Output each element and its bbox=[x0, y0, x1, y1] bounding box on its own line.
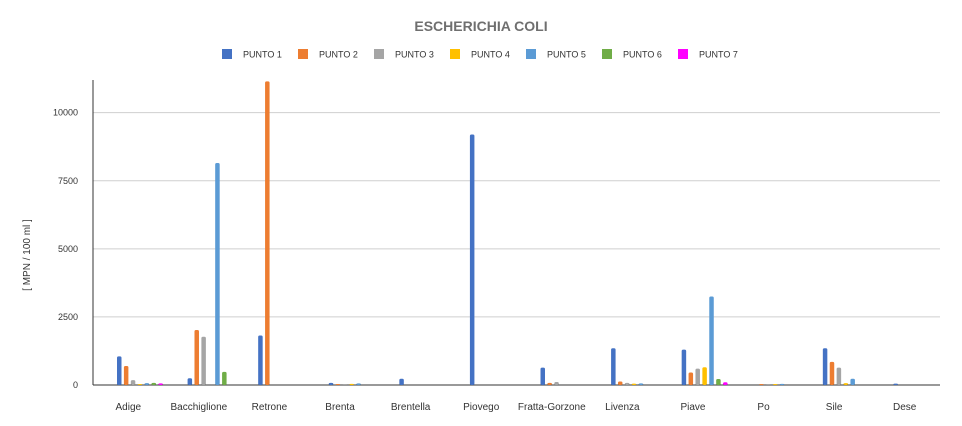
bar bbox=[187, 378, 193, 385]
bar bbox=[829, 361, 835, 385]
y-axis-ticks: 0 2500 5000 7500 10000 bbox=[53, 108, 78, 390]
bar bbox=[130, 380, 136, 385]
x-axis-labels: Adige Bacchiglione Retrone Brenta Brentella P… bbox=[116, 402, 917, 413]
bar bbox=[328, 382, 334, 385]
bar bbox=[688, 372, 694, 385]
y-tick-label: 5000 bbox=[58, 244, 78, 254]
bar bbox=[335, 384, 341, 385]
bar bbox=[151, 382, 156, 385]
bar bbox=[709, 296, 714, 385]
bar bbox=[117, 356, 122, 385]
bars bbox=[117, 81, 898, 386]
bar bbox=[469, 134, 475, 385]
x-tick-label: Po bbox=[757, 402, 770, 413]
bar bbox=[843, 383, 849, 385]
bar bbox=[611, 348, 616, 385]
gridlines bbox=[93, 112, 940, 318]
legend: PUNTO 1 PUNTO 2 PUNTO 3 PUNTO 4 PUNTO 5 PUNTO… bbox=[222, 49, 738, 60]
bar bbox=[695, 368, 700, 385]
bar bbox=[836, 367, 842, 385]
legend-label: PUNTO 6 bbox=[623, 50, 662, 60]
bar bbox=[759, 384, 764, 385]
y-tick-label: 7500 bbox=[58, 176, 78, 186]
bar bbox=[554, 382, 559, 385]
legend-swatch bbox=[374, 49, 384, 59]
x-tick-label: Dese bbox=[893, 402, 917, 413]
bar bbox=[342, 384, 348, 385]
bar bbox=[716, 379, 721, 385]
bar bbox=[631, 383, 637, 385]
y-tick-label: 2500 bbox=[58, 312, 78, 322]
legend-swatch bbox=[678, 49, 688, 59]
bar bbox=[399, 378, 404, 385]
bar bbox=[265, 81, 270, 386]
legend-label: PUNTO 2 bbox=[319, 50, 358, 60]
bar bbox=[540, 367, 545, 385]
legend-swatch bbox=[602, 49, 612, 59]
y-axis-label: [ MPN / 100 ml ] bbox=[22, 219, 33, 291]
chart-title: ESCHERICHIA COLI bbox=[414, 18, 547, 34]
legend-label: PUNTO 7 bbox=[699, 50, 738, 60]
bar bbox=[766, 384, 771, 385]
bar bbox=[137, 384, 143, 385]
bar bbox=[772, 384, 778, 385]
legend-swatch bbox=[450, 49, 460, 59]
bar bbox=[893, 383, 898, 385]
bar bbox=[222, 371, 227, 385]
legend-swatch bbox=[526, 49, 536, 59]
x-tick-label: Brentella bbox=[391, 402, 431, 413]
bar bbox=[638, 383, 644, 385]
x-tick-label: Bacchiglione bbox=[171, 402, 228, 413]
legend-label: PUNTO 4 bbox=[471, 50, 510, 60]
x-tick-label: Retrone bbox=[252, 402, 288, 413]
bar bbox=[681, 349, 687, 385]
legend-label: PUNTO 3 bbox=[395, 50, 434, 60]
legend-label: PUNTO 5 bbox=[547, 50, 586, 60]
legend-swatch bbox=[298, 49, 308, 59]
legend-label: PUNTO 1 bbox=[243, 50, 282, 60]
x-tick-label: Fratta-Gorzone bbox=[518, 402, 586, 413]
bar bbox=[144, 383, 150, 385]
x-tick-label: Piovego bbox=[463, 402, 500, 413]
y-tick-label: 10000 bbox=[53, 108, 78, 118]
legend-swatch bbox=[222, 49, 232, 59]
x-tick-label: Sile bbox=[826, 402, 843, 413]
bar bbox=[547, 382, 552, 385]
bar bbox=[723, 382, 728, 385]
bar bbox=[158, 383, 163, 385]
bar bbox=[617, 381, 623, 385]
bar bbox=[258, 335, 263, 385]
bar bbox=[194, 329, 199, 385]
x-tick-label: Piave bbox=[680, 402, 705, 413]
bar bbox=[123, 365, 129, 385]
bar bbox=[822, 348, 828, 385]
bar bbox=[702, 367, 707, 385]
bar bbox=[215, 163, 220, 385]
y-tick-label: 0 bbox=[73, 380, 78, 390]
x-tick-label: Adige bbox=[116, 402, 142, 413]
bar bbox=[201, 336, 206, 385]
bar bbox=[356, 383, 361, 385]
bar bbox=[779, 383, 785, 385]
x-tick-label: Brenta bbox=[325, 402, 355, 413]
bar bbox=[850, 378, 855, 385]
bar bbox=[624, 382, 630, 385]
bar bbox=[349, 383, 354, 385]
x-tick-label: Livenza bbox=[605, 402, 640, 413]
